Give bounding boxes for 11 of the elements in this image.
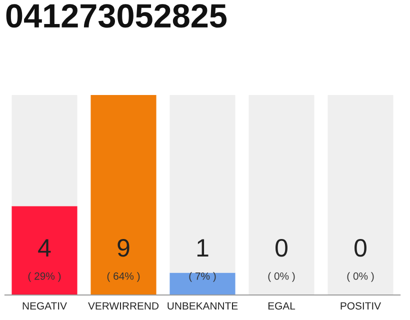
chart-title: 041273052825: [6, 4, 227, 28]
x-tick-label: UNBEKANNTE: [168, 302, 238, 310]
x-tick-label: EGAL: [268, 302, 296, 310]
data-label: 9 ( 64% ): [107, 239, 140, 282]
x-tick-label: POSITIV: [340, 302, 382, 310]
data-label: 1 ( 7% ): [189, 239, 216, 282]
annotation: 0 ( 0% ): [347, 239, 374, 282]
x-tick-label: VERWIRREND: [88, 302, 158, 310]
data-label: 4 ( 29% ): [28, 239, 61, 282]
x-tick-label: NEGATIV: [22, 302, 67, 310]
annotation: 0 ( 0% ): [268, 239, 295, 282]
